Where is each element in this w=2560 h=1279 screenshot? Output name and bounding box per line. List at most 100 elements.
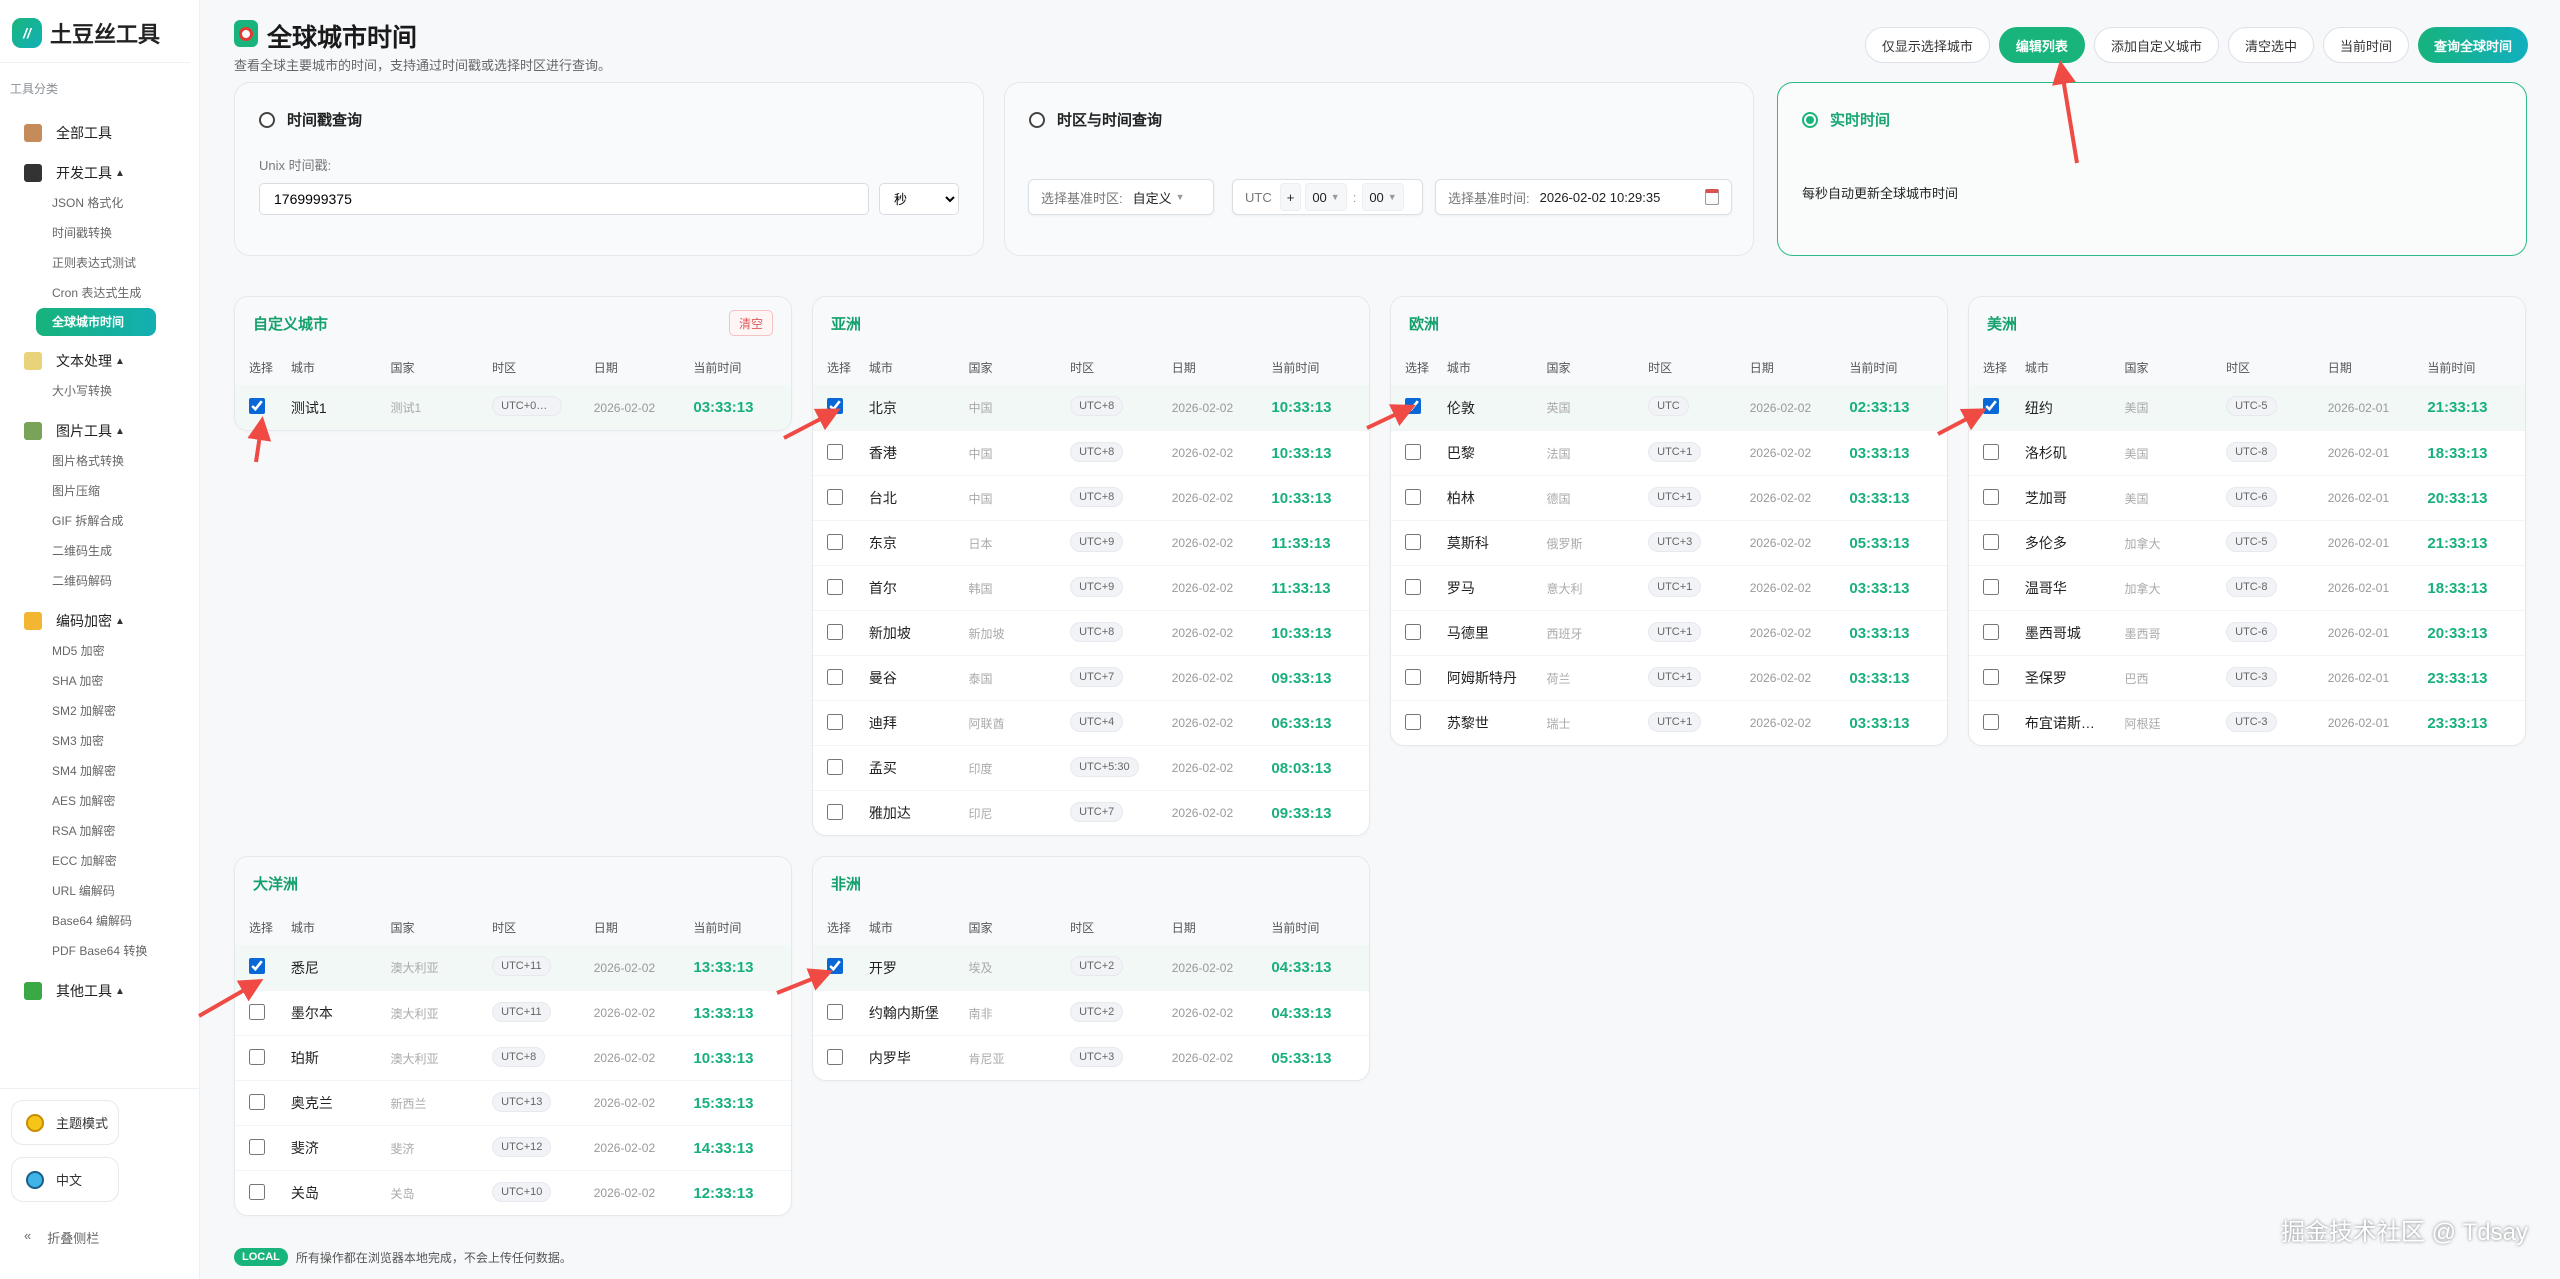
show-selected-only-button[interactable]: 仅显示选择城市: [1864, 27, 1990, 63]
table-row[interactable]: 开罗 埃及 UTC+2 2026-02-02 04:33:13: [813, 945, 1369, 990]
city-checkbox[interactable]: [249, 1003, 265, 1020]
sidebar-item[interactable]: 大小写转换: [52, 384, 113, 398]
collapse-sidebar-button[interactable]: « 折叠侧栏: [24, 1228, 99, 1247]
sidebar-item[interactable]: PDF Base64 转换: [52, 944, 148, 958]
sidebar-item[interactable]: ECC 加解密: [52, 854, 117, 868]
table-row[interactable]: 伦敦 英国 UTC 2026-02-02 02:33:13: [1391, 385, 1947, 430]
sidebar-item[interactable]: Cron 表达式生成: [52, 286, 142, 300]
sidebar-item[interactable]: SM3 加密: [52, 734, 105, 748]
live-time-card[interactable]: 实时时间 每秒自动更新全球城市时间: [1777, 82, 2527, 256]
city-checkbox[interactable]: [827, 398, 843, 414]
city-checkbox[interactable]: [249, 1138, 265, 1155]
city-checkbox[interactable]: [1983, 623, 1999, 640]
table-row[interactable]: 纽约 美国 UTC-5 2026-02-01 21:33:13: [1969, 385, 2525, 430]
table-row[interactable]: 莫斯科 俄罗斯 UTC+3 2026-02-02 05:33:13: [1391, 520, 1947, 565]
table-row[interactable]: 多伦多 加拿大 UTC-5 2026-02-01 21:33:13: [1969, 520, 2525, 565]
city-checkbox[interactable]: [827, 668, 843, 685]
sidebar-group-5[interactable]: 其他工具 ▲: [0, 976, 200, 1006]
sidebar-item[interactable]: 图片压缩: [52, 484, 101, 498]
sidebar-item[interactable]: 正则表达式测试: [52, 256, 137, 270]
radio-button[interactable]: [1029, 111, 1045, 128]
city-checkbox[interactable]: [827, 443, 843, 460]
table-row[interactable]: 香港 中国 UTC+8 2026-02-02 10:33:13: [813, 430, 1369, 475]
sidebar-item[interactable]: 二维码解码: [52, 574, 113, 588]
language-button[interactable]: 中文: [11, 1157, 119, 1202]
sidebar-item[interactable]: 全球城市时间: [36, 308, 156, 336]
sidebar-group-2[interactable]: 文本处理 ▲: [0, 346, 200, 376]
table-row[interactable]: 曼谷 泰国 UTC+7 2026-02-02 09:33:13: [813, 655, 1369, 700]
table-row[interactable]: 约翰内斯堡 南非 UTC+2 2026-02-02 04:33:13: [813, 990, 1369, 1035]
table-row[interactable]: 洛杉矶 美国 UTC-8 2026-02-01 18:33:13: [1969, 430, 2525, 475]
table-row[interactable]: 关岛 关岛 UTC+10 2026-02-02 12:33:13: [235, 1170, 791, 1215]
sidebar-item[interactable]: SM2 加解密: [52, 704, 117, 718]
table-row[interactable]: 巴黎 法国 UTC+1 2026-02-02 03:33:13: [1391, 430, 1947, 475]
clear-selection-button[interactable]: 清空选中: [2227, 27, 2314, 63]
sidebar-item[interactable]: URL 编解码: [52, 884, 115, 898]
city-checkbox[interactable]: [249, 1183, 265, 1200]
city-checkbox[interactable]: [1983, 443, 1999, 460]
city-checkbox[interactable]: [1405, 668, 1421, 685]
table-row[interactable]: 新加坡 新加坡 UTC+8 2026-02-02 10:33:13: [813, 610, 1369, 655]
city-checkbox[interactable]: [1983, 713, 1999, 730]
table-row[interactable]: 墨西哥城 墨西哥 UTC-6 2026-02-01 20:33:13: [1969, 610, 2525, 655]
city-checkbox[interactable]: [827, 713, 843, 730]
city-checkbox[interactable]: [1405, 533, 1421, 550]
city-checkbox[interactable]: [827, 1048, 843, 1065]
table-row[interactable]: 马德里 西班牙 UTC+1 2026-02-02 03:33:13: [1391, 610, 1947, 655]
offset-hours-select[interactable]: 00 ▼: [1305, 183, 1347, 211]
timestamp-query-option[interactable]: 时间戳查询: [259, 109, 362, 130]
table-row[interactable]: 珀斯 澳大利亚 UTC+8 2026-02-02 10:33:13: [235, 1035, 791, 1080]
city-checkbox[interactable]: [1405, 488, 1421, 505]
city-checkbox[interactable]: [827, 758, 843, 775]
clear-custom-cities-button[interactable]: 清空: [728, 310, 773, 336]
app-logo[interactable]: // 土豆丝工具: [12, 17, 160, 49]
table-row[interactable]: 台北 中国 UTC+8 2026-02-02 10:33:13: [813, 475, 1369, 520]
table-row[interactable]: 芝加哥 美国 UTC-6 2026-02-01 20:33:13: [1969, 475, 2525, 520]
city-checkbox[interactable]: [1405, 443, 1421, 460]
edit-list-button[interactable]: 编辑列表: [1998, 27, 2085, 63]
city-checkbox[interactable]: [249, 1093, 265, 1110]
city-checkbox[interactable]: [827, 803, 843, 820]
offset-sign-button[interactable]: +: [1279, 183, 1302, 211]
table-row[interactable]: 阿姆斯特丹 荷兰 UTC+1 2026-02-02 03:33:13: [1391, 655, 1947, 700]
table-row[interactable]: 雅加达 印尼 UTC+7 2026-02-02 09:33:13: [813, 790, 1369, 835]
sidebar-item[interactable]: AES 加解密: [52, 794, 116, 808]
offset-minutes-select[interactable]: 00 ▼: [1362, 183, 1404, 211]
city-checkbox[interactable]: [249, 958, 265, 974]
caret-up-icon[interactable]: ▲: [115, 167, 125, 179]
sidebar-item[interactable]: RSA 加解密: [52, 824, 116, 838]
unix-timestamp-input[interactable]: [259, 183, 869, 215]
city-checkbox[interactable]: [1983, 668, 1999, 685]
calendar-icon[interactable]: [1705, 189, 1719, 205]
sidebar-group-0[interactable]: 全部工具: [0, 118, 200, 148]
table-row[interactable]: 苏黎世 瑞士 UTC+1 2026-02-02 03:33:13: [1391, 700, 1947, 745]
sidebar-item[interactable]: 二维码生成: [52, 544, 113, 558]
table-row[interactable]: 圣保罗 巴西 UTC-3 2026-02-01 23:33:13: [1969, 655, 2525, 700]
table-row[interactable]: 布宜诺斯艾利斯 阿根廷 UTC-3 2026-02-01 23:33:13: [1969, 700, 2525, 745]
city-checkbox[interactable]: [1983, 488, 1999, 505]
city-checkbox[interactable]: [1405, 623, 1421, 640]
city-checkbox[interactable]: [1983, 398, 1999, 414]
table-row[interactable]: 孟买 印度 UTC+5:30 2026-02-02 08:03:13: [813, 745, 1369, 790]
base-time-picker[interactable]: 选择基准时间: 2026-02-02 10:29:35: [1435, 179, 1732, 215]
caret-up-icon[interactable]: ▲: [115, 985, 125, 997]
sidebar-item[interactable]: 图片格式转换: [52, 454, 125, 468]
sidebar-group-4[interactable]: 编码加密 ▲: [0, 606, 200, 636]
city-checkbox[interactable]: [827, 1003, 843, 1020]
table-row[interactable]: 迪拜 阿联酋 UTC+4 2026-02-02 06:33:13: [813, 700, 1369, 745]
sidebar-group-3[interactable]: 图片工具 ▲: [0, 416, 200, 446]
table-row[interactable]: 斐济 斐济 UTC+12 2026-02-02 14:33:13: [235, 1125, 791, 1170]
table-row[interactable]: 东京 日本 UTC+9 2026-02-02 11:33:13: [813, 520, 1369, 565]
city-checkbox[interactable]: [1405, 713, 1421, 730]
table-row[interactable]: 温哥华 加拿大 UTC-8 2026-02-01 18:33:13: [1969, 565, 2525, 610]
table-row[interactable]: 首尔 韩国 UTC+9 2026-02-02 11:33:13: [813, 565, 1369, 610]
radio-button[interactable]: [259, 111, 275, 128]
city-checkbox[interactable]: [249, 398, 265, 414]
table-row[interactable]: 奥克兰 新西兰 UTC+13 2026-02-02 15:33:13: [235, 1080, 791, 1125]
timestamp-unit-select[interactable]: 秒: [879, 183, 959, 215]
city-checkbox[interactable]: [827, 578, 843, 595]
table-row[interactable]: 柏林 德国 UTC+1 2026-02-02 03:33:13: [1391, 475, 1947, 520]
city-checkbox[interactable]: [827, 958, 843, 974]
city-checkbox[interactable]: [1405, 398, 1421, 414]
city-checkbox[interactable]: [827, 488, 843, 505]
